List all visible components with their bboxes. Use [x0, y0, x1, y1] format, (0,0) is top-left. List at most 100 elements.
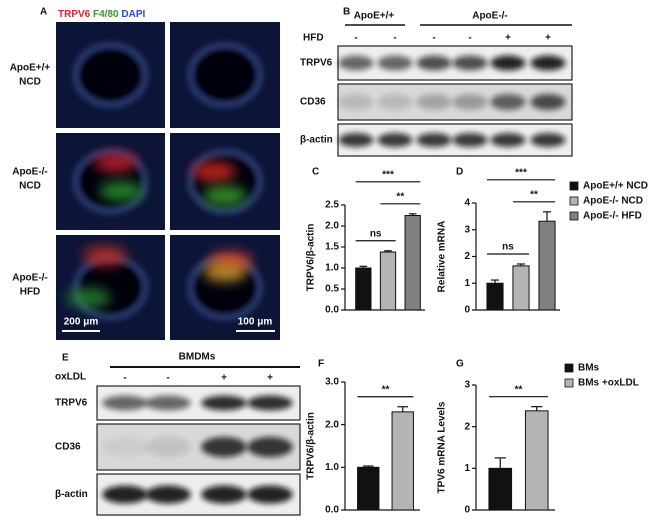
y-tick-label: 2.0: [325, 419, 339, 430]
y-tick-label: 4: [464, 198, 470, 209]
treatment-sign: +: [545, 33, 551, 44]
significance-label: **: [382, 384, 390, 395]
treatment-label: oxLDL: [55, 372, 86, 383]
panel-label: B: [343, 7, 350, 18]
legend-label: ApoE+/+ NCD: [583, 181, 648, 192]
stain-signal: [93, 152, 138, 173]
bar: [538, 220, 556, 311]
treatment-sign: -: [166, 373, 169, 384]
y-tick-label: 1: [464, 463, 470, 474]
legend-label: ApoE-/- NCD: [583, 196, 643, 207]
y-tick-label: 2.0: [325, 221, 339, 232]
error-bar: [359, 265, 368, 268]
error-bar: [516, 263, 526, 266]
tissue-lumen: [72, 42, 149, 108]
y-tick-label: 2: [464, 251, 470, 262]
y-tick-label: 0.5: [325, 284, 339, 295]
legend-swatch: [569, 181, 579, 191]
blot-band: [416, 55, 452, 71]
error-bar: [362, 465, 374, 468]
y-axis-label: Relative mRNA: [437, 221, 448, 293]
tissue-lumen: [187, 42, 263, 108]
y-tick-label: 3.0: [325, 377, 339, 388]
significance-label: **: [530, 189, 538, 200]
blot-label: TRPV6: [55, 398, 88, 409]
bar: [524, 410, 549, 511]
legend-label: BMs: [578, 363, 600, 374]
blot-band: [416, 94, 452, 110]
panel-label: D: [456, 167, 463, 178]
stain-signal: [192, 161, 236, 182]
stain: TRPV6: [58, 9, 91, 20]
error-bar: [531, 406, 543, 411]
blot-band: [145, 436, 191, 458]
blot-band: [338, 55, 374, 71]
row-label: NCD: [19, 181, 41, 192]
error-bar: [384, 250, 392, 253]
legend-swatch: [569, 211, 579, 221]
row-label: HFD: [20, 287, 41, 298]
stain-signal: [83, 246, 128, 266]
blot-band: [338, 94, 374, 110]
blot-label: TRPV6: [300, 58, 333, 69]
panel-label: A: [40, 7, 47, 18]
y-tick-label: 0.0: [325, 305, 339, 316]
bar: [379, 251, 397, 311]
bar: [357, 466, 380, 511]
treatment-label: HFD: [303, 33, 324, 44]
blot-band: [377, 132, 413, 148]
blot-band: [102, 436, 148, 458]
treatment-sign: -: [432, 33, 435, 44]
bar: [486, 282, 504, 311]
treatment-sign: -: [354, 33, 357, 44]
panel-label: C: [312, 167, 319, 178]
y-tick-label: 2: [464, 421, 470, 432]
legend-label: BMs +oxLDL: [578, 378, 639, 389]
row-label: ApoE-/-: [12, 273, 48, 284]
y-axis-label: TRPV6/β-actin: [306, 224, 317, 292]
scale-label: 200 μm: [64, 317, 99, 328]
blot-band: [530, 94, 566, 110]
blot-label: CD36: [300, 97, 326, 108]
treatment-sign: +: [221, 373, 227, 384]
blot-label: CD36: [55, 442, 81, 453]
significance-label: **: [515, 384, 523, 395]
treatment-sign: -: [123, 373, 126, 384]
staining-legend: TRPV6 F4/80 DAPI: [58, 9, 145, 20]
y-tick-label: 0: [464, 305, 470, 316]
y-tick-label: 2.5: [325, 200, 339, 211]
blot-band: [530, 55, 566, 71]
panel-label: F: [318, 359, 324, 370]
microscopy-images: [56, 22, 280, 340]
error-bar: [397, 406, 409, 412]
stain-signal: [99, 181, 144, 202]
y-tick-label: 0.0: [325, 505, 339, 516]
blot-band: [490, 94, 526, 110]
panel-label: E: [62, 353, 69, 364]
group-label: BMDMs: [179, 352, 216, 363]
blot-band: [452, 55, 488, 71]
group-label: ApoE+/+: [354, 11, 395, 22]
stain-signal: [203, 186, 247, 207]
legend-swatch: [569, 196, 579, 206]
blot-label: β-actin: [55, 489, 88, 500]
blot-band: [530, 132, 566, 148]
treatment-sign: -: [468, 33, 471, 44]
blot-band: [102, 395, 148, 411]
bar: [355, 267, 372, 311]
blot-band: [247, 436, 293, 458]
tissue-lumen: [72, 254, 149, 321]
blot-band: [338, 132, 374, 148]
bar: [404, 215, 421, 311]
blot-band: [201, 485, 247, 504]
blot-label: β-actin: [300, 135, 333, 146]
blot-band: [247, 485, 293, 504]
stain: F4/80: [93, 9, 119, 20]
significance-label: **: [396, 191, 404, 202]
significance-label: ns: [502, 242, 514, 253]
error-bar: [408, 213, 417, 216]
row-label: ApoE+/+: [10, 63, 51, 74]
legend-swatch: [564, 378, 574, 388]
blot-band: [145, 395, 191, 411]
